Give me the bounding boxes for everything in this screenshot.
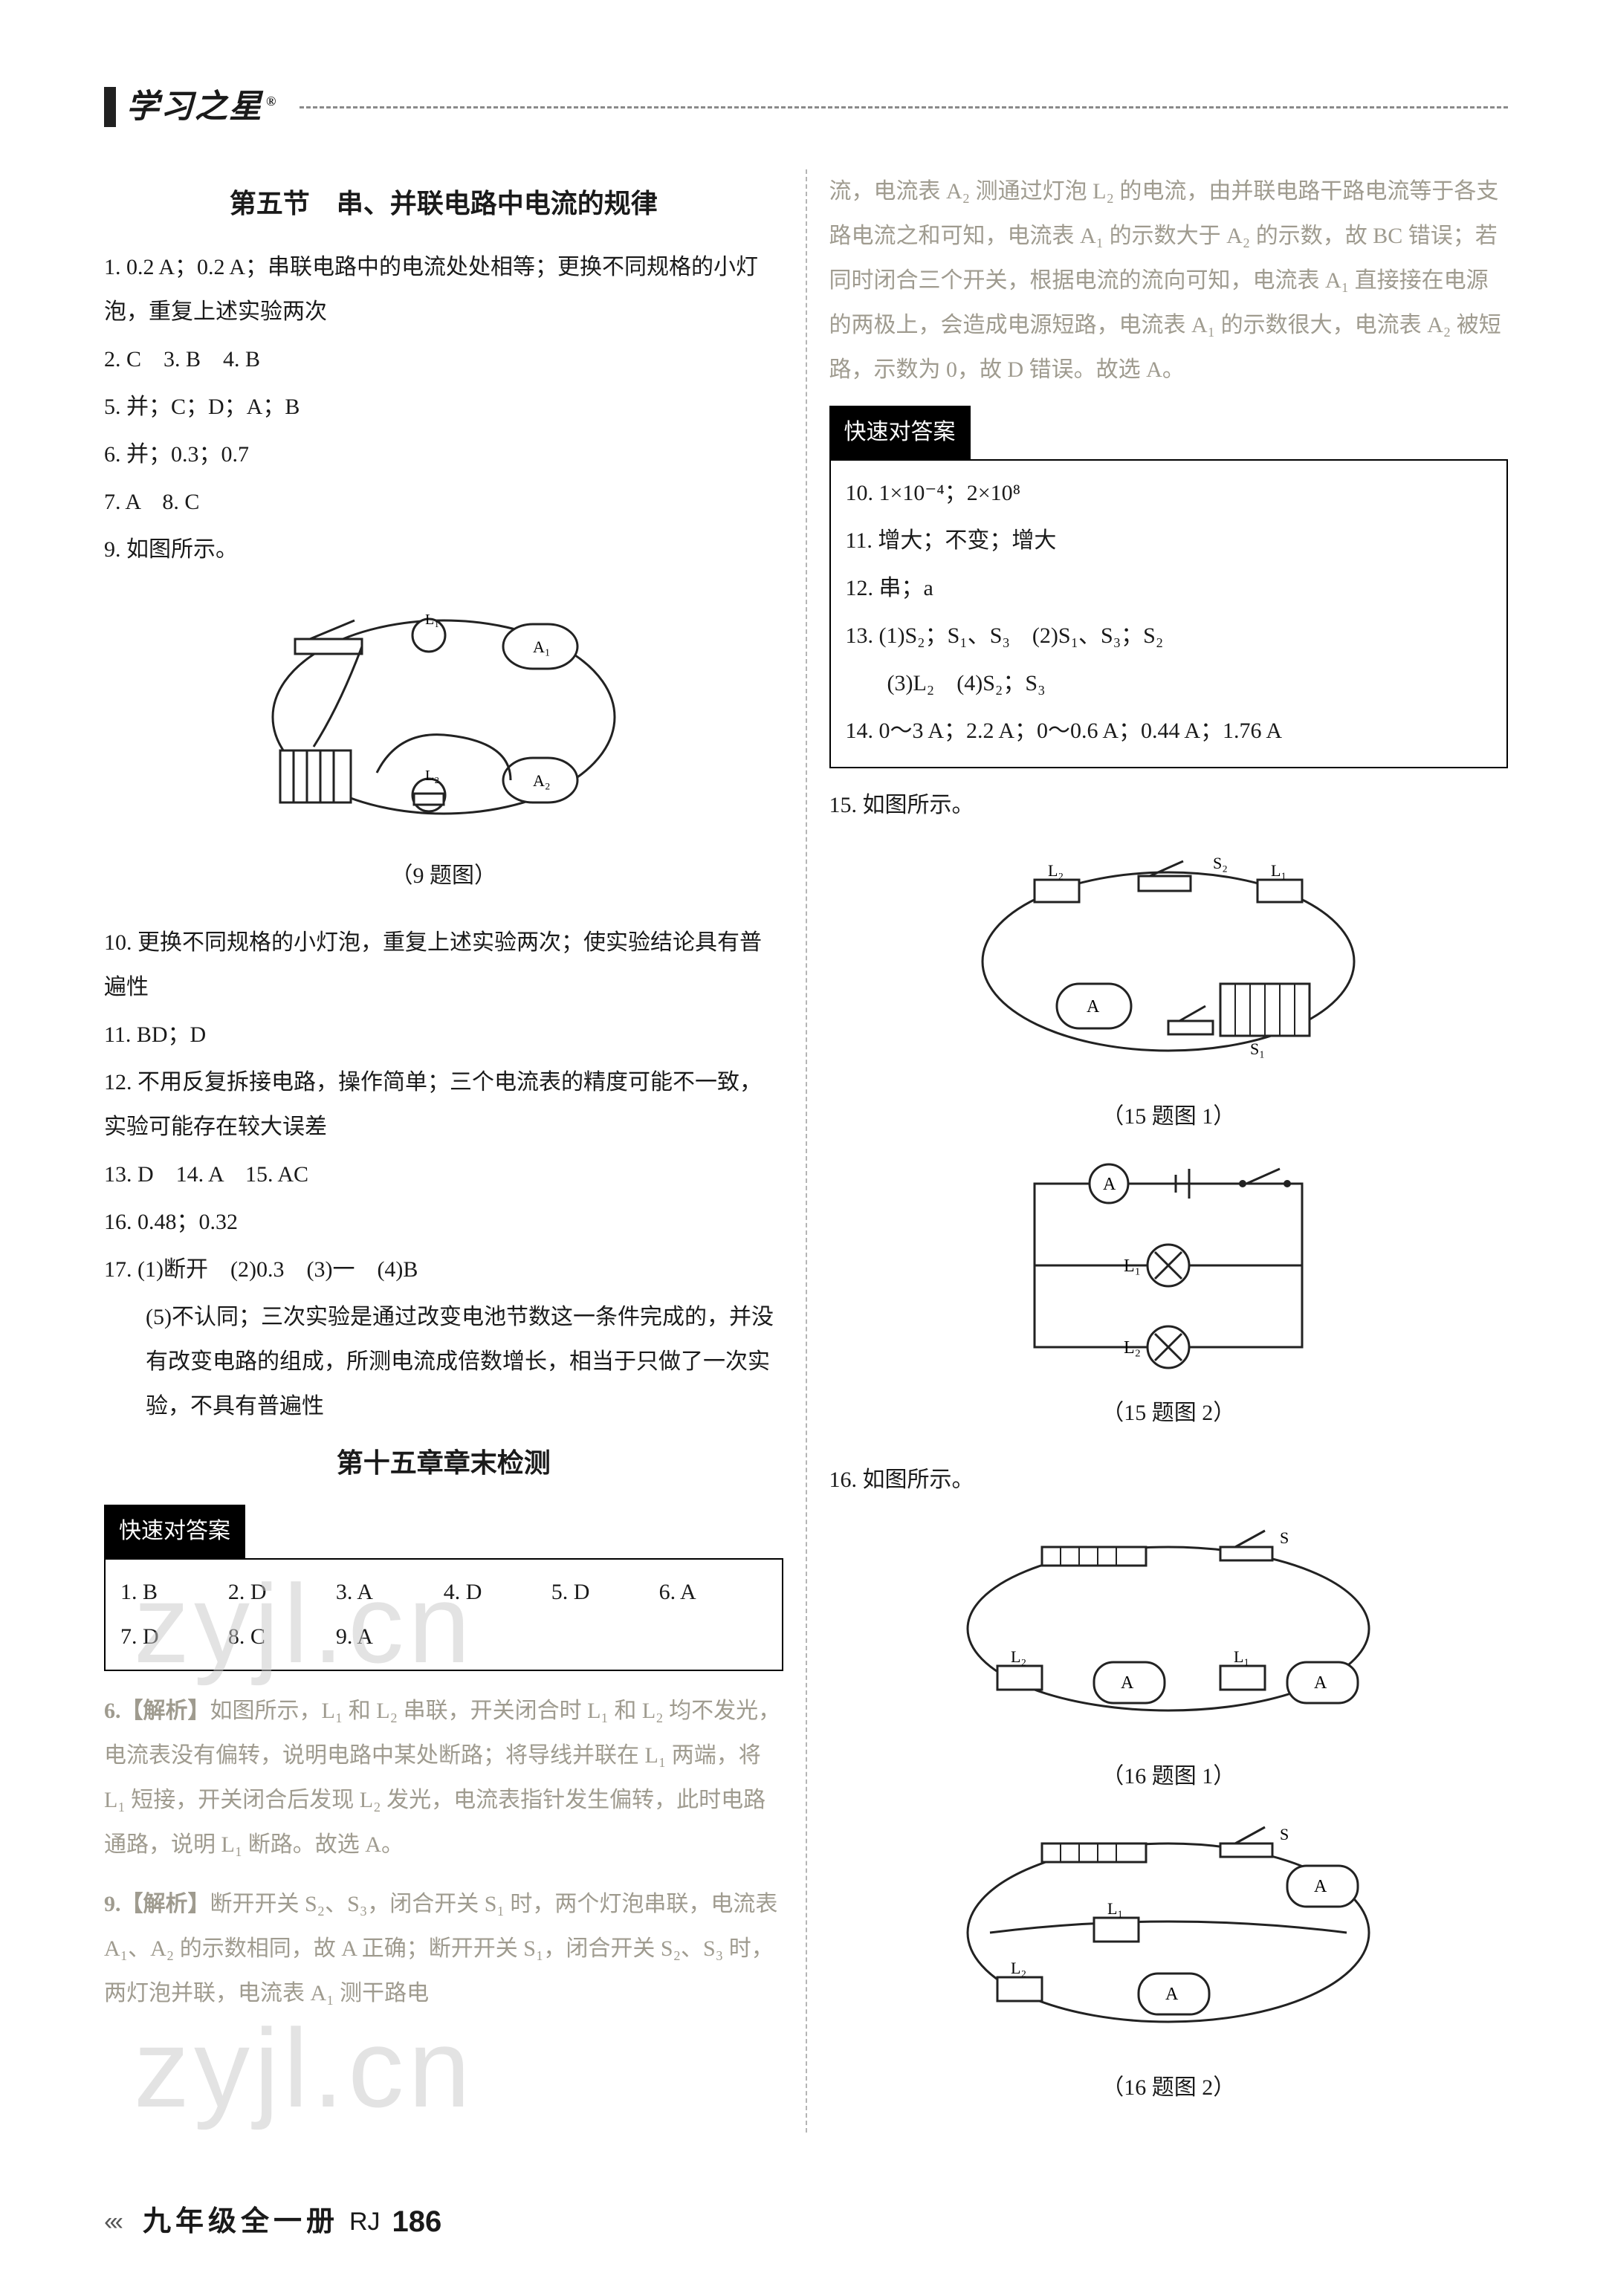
svg-text:S₂: S₂ (1213, 854, 1228, 872)
svg-text:A: A (1087, 997, 1100, 1016)
r-answer-12: 12. 串；a (846, 566, 1492, 611)
r-answer-11: 11. 增大；不变；增大 (846, 519, 1492, 563)
figure-15-1-caption: （15 题图 1） (829, 1095, 1509, 1139)
answer-6: 6. 并；0.3；0.7 (104, 432, 783, 477)
answer-5: 5. 并；C；D；A；B (104, 385, 783, 429)
svg-text:L₂: L₂ (1048, 861, 1064, 880)
r-answer-10: 10. 1×10⁻⁴；2×10⁸ (846, 471, 1492, 516)
figure-16-1: S L₂ A L₁ A （16 题图 1） (829, 1525, 1509, 1799)
quickans-header-right: 快速对答案 (829, 406, 971, 459)
svg-text:L₂: L₂ (425, 768, 439, 784)
circuit-diagram-16-2: S A L₁ L₂ A (945, 1821, 1391, 2044)
expl6-head: 6.【解析】 (104, 1699, 210, 1723)
qa-cell (551, 1615, 659, 1659)
answer-11: 11. BD；D (104, 1013, 783, 1057)
header-title: 学习之星® (126, 74, 277, 140)
r-answer-13a: 13. (1)S₂；S₁、S₃ (2)S₁、S₃；S₂ (846, 614, 1492, 658)
qa-cell: 3. A (336, 1570, 444, 1615)
svg-text:L₂: L₂ (1011, 1959, 1026, 1977)
quickans-row-1: 1. B 2. D 3. A 4. D 5. D 6. A (120, 1570, 767, 1615)
footer-rj: RJ (349, 2196, 381, 2247)
svg-text:A: A (1165, 1985, 1179, 2004)
two-column-layout: 第五节 串、并联电路中电流的规律 1. 0.2 A；0.2 A；串联电路中的电流… (104, 169, 1508, 2133)
svg-text:A₁: A₁ (533, 638, 551, 656)
svg-text:L₂: L₂ (1124, 1338, 1141, 1358)
r-answer-14: 14. 0～3 A；2.2 A；0～0.6 A；0.44 A；1.76 A (846, 709, 1492, 753)
answer-9: 9. 如图所示。 (104, 528, 783, 572)
qa-cell: 7. D (120, 1615, 228, 1659)
quickans-row-2: 7. D 8. C 9. A (120, 1615, 767, 1659)
svg-text:L₁: L₁ (1107, 1899, 1123, 1918)
expl9-head: 9.【解析】 (104, 1892, 210, 1916)
svg-text:L₁: L₁ (1234, 1647, 1249, 1666)
svg-text:A₂: A₂ (533, 771, 551, 790)
qa-cell: 9. A (336, 1615, 444, 1659)
figure-16-2: S A L₁ L₂ A （16 题图 2） (829, 1821, 1509, 2110)
header-title-text: 学习之星 (126, 88, 263, 125)
answer-16: 16. 0.48；0.32 (104, 1200, 783, 1245)
qa-cell (444, 1615, 551, 1659)
answer-7-8: 7. A 8. C (104, 480, 783, 525)
figure-15-2: A L₁ L₂ （15 题图 2） (829, 1161, 1509, 1436)
svg-text:L₁: L₁ (425, 612, 439, 628)
qa-cell: 8. C (228, 1615, 336, 1659)
svg-text:A: A (1121, 1673, 1134, 1693)
svg-text:A: A (1314, 1877, 1327, 1896)
section-title-5: 第五节 串、并联电路中电流的规律 (104, 177, 783, 230)
answer-1: 1. 0.2 A；0.2 A；串联电路中的电流处处相等；更换不同规格的小灯泡，重… (104, 245, 783, 334)
answer-2-4: 2. C 3. B 4. B (104, 337, 783, 382)
circuit-diagram-15-1: L₂ S₂ L₁ A S₁ (960, 850, 1376, 1073)
figure-16-2-caption: （16 题图 2） (829, 2066, 1509, 2110)
answer-17a: 17. (1)断开 (2)0.3 (3)一 (4)B (104, 1248, 783, 1292)
qa-cell: 1. B (120, 1570, 228, 1615)
section-title-ch15: 第十五章章末检测 (104, 1436, 783, 1490)
answer-17b: (5)不认同；三次实验是通过改变电池节数这一条件完成的，并没有改变电路的组成，所… (104, 1295, 783, 1429)
figure-16-1-caption: （16 题图 1） (829, 1754, 1509, 1799)
explanation-6: 6.【解析】如图所示，L₁ 和 L₂ 串联，开关闭合时 L₁ 和 L₂ 均不发光… (104, 1689, 783, 1867)
svg-text:L₂: L₂ (1011, 1647, 1026, 1666)
column-divider (806, 169, 807, 2133)
qa-cell (659, 1615, 767, 1659)
header-dash-line (300, 106, 1508, 108)
header-sup: ® (266, 94, 277, 108)
qa-cell: 2. D (228, 1570, 336, 1615)
explanation-9-cont: 流，电流表 A₂ 测通过灯泡 L₂ 的电流，由并联电路干路电流等于各支路电流之和… (829, 169, 1509, 392)
figure-9: L₁ A₁ L₂ A₂ （9 题图） (104, 594, 783, 898)
explanation-9: 9.【解析】断开开关 S₂、S₃，闭合开关 S₁ 时，两个灯泡串联，电流表 A₁… (104, 1882, 783, 2016)
svg-text:A: A (1103, 1175, 1116, 1194)
page-footer: ‹‹‹ 九年级全一册 RJ 186 (104, 2192, 1508, 2251)
qa-cell: 6. A (659, 1570, 767, 1615)
circuit-diagram-15-2: A L₁ L₂ (1012, 1161, 1324, 1369)
footer-page-number: 186 (392, 2192, 442, 2251)
svg-text:S: S (1280, 1825, 1289, 1843)
left-column: 第五节 串、并联电路中电流的规律 1. 0.2 A；0.2 A；串联电路中的电流… (104, 169, 783, 2133)
quickans-box-left: 1. B 2. D 3. A 4. D 5. D 6. A 7. D 8. C … (104, 1558, 783, 1671)
svg-text:L₁: L₁ (1271, 861, 1286, 880)
quickans-header-left: 快速对答案 (104, 1505, 245, 1558)
expl9-cont: 流，电流表 A₂ 测通过灯泡 L₂ 的电流，由并联电路干路电流等于各支路电流之和… (829, 169, 1509, 392)
qa-cell: 5. D (551, 1570, 659, 1615)
answer-13-15: 13. D 14. A 15. AC (104, 1152, 783, 1197)
answer-10: 10. 更换不同规格的小灯泡，重复上述实验两次；使实验结论具有普遍性 (104, 921, 783, 1010)
circuit-diagram-16-1: S L₂ A L₁ A (945, 1525, 1391, 1733)
footer-grade-text: 九年级全一册 (143, 2193, 339, 2250)
circuit-diagram-9: L₁ A₁ L₂ A₂ (258, 594, 629, 832)
right-column: 流，电流表 A₂ 测通过灯泡 L₂ 的电流，由并联电路干路电流等于各支路电流之和… (829, 169, 1509, 2133)
quickans-box-right: 10. 1×10⁻⁴；2×10⁸ 11. 增大；不变；增大 12. 串；a 13… (829, 459, 1509, 768)
svg-text:A: A (1314, 1673, 1327, 1693)
svg-text:L₁: L₁ (1124, 1256, 1141, 1276)
footer-arrows-icon: ‹‹‹ (104, 2196, 120, 2247)
figure-9-caption: （9 题图） (104, 854, 783, 898)
svg-text:S₁: S₁ (1250, 1040, 1265, 1058)
header-accent-bar (104, 87, 116, 127)
answer-12: 12. 不用反复拆接电路，操作简单；三个电流表的精度可能不一致，实验可能存在较大… (104, 1060, 783, 1149)
qa-cell: 4. D (444, 1570, 551, 1615)
svg-text:S: S (1280, 1528, 1289, 1547)
page-header: 学习之星® (104, 74, 1508, 140)
figure-15-2-caption: （15 题图 2） (829, 1391, 1509, 1436)
figure-15-1: L₂ S₂ L₁ A S₁ （15 题图 1） (829, 850, 1509, 1139)
r-answer-13b: (3)L₂ (4)S₂；S₃ (846, 661, 1492, 706)
r-answer-16: 16. 如图所示。 (829, 1458, 1509, 1502)
r-answer-15: 15. 如图所示。 (829, 783, 1509, 828)
